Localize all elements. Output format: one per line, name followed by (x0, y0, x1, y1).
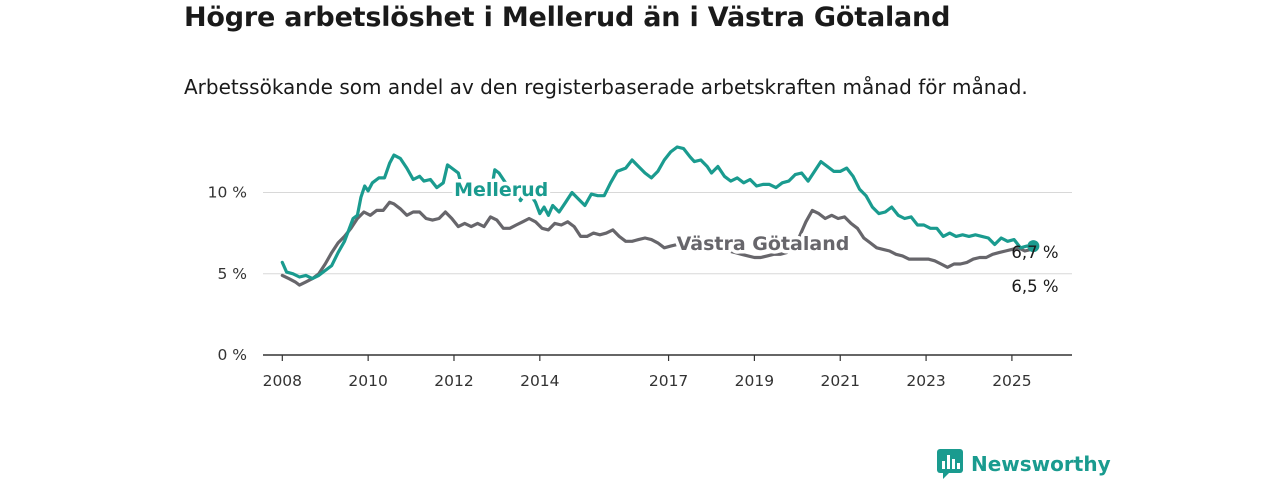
gridlines (263, 192, 1072, 275)
x-tick-label: 2021 (821, 372, 860, 390)
chart-subtitle: Arbetssökande som andel av den registerb… (184, 75, 1028, 99)
series-label: Mellerud (454, 179, 548, 201)
y-tick-label: 5 % (217, 265, 247, 283)
series-label-halo: Västra Götaland (677, 233, 850, 255)
x-tick-label: 2008 (263, 372, 302, 390)
x-tick-label: 2025 (992, 372, 1031, 390)
line-chart: 0 % 5 % 10 % 2008 2010 2012 2014 2017 2019 2021 20… (208, 145, 1072, 390)
series-label-halo: Mellerud (454, 179, 548, 201)
x-tick-label: 2023 (906, 372, 945, 390)
x-tick-label: 2017 (649, 372, 688, 390)
series-line (280, 200, 1035, 287)
x-tick-label: 2014 (520, 372, 559, 390)
brand-name: Newsworthy (971, 452, 1111, 476)
series-label: Västra Götaland (677, 233, 850, 255)
axes: 0 % 5 % 10 % 2008 2010 2012 2014 2017 2019 2021 20… (208, 184, 1072, 390)
y-tick-label: 0 % (217, 346, 247, 364)
x-tick-label: 2019 (735, 372, 774, 390)
series-lines (280, 145, 1035, 287)
annotation-mellerud-value: 6,7 % (1011, 243, 1058, 262)
y-tick-label: 10 % (208, 184, 247, 202)
x-tick-label: 2012 (434, 372, 473, 390)
annotation-vg-value: 6,5 % (1011, 277, 1058, 296)
brand-logo[interactable]: Newsworthy (937, 448, 1111, 480)
end-point-marker (1027, 240, 1040, 253)
x-tick-label: 2010 (348, 372, 387, 390)
series-line (280, 145, 1035, 281)
newsworthy-logo-icon (937, 449, 963, 479)
chart-title: Högre arbetslöshet i Mellerud än i Västr… (184, 2, 951, 33)
